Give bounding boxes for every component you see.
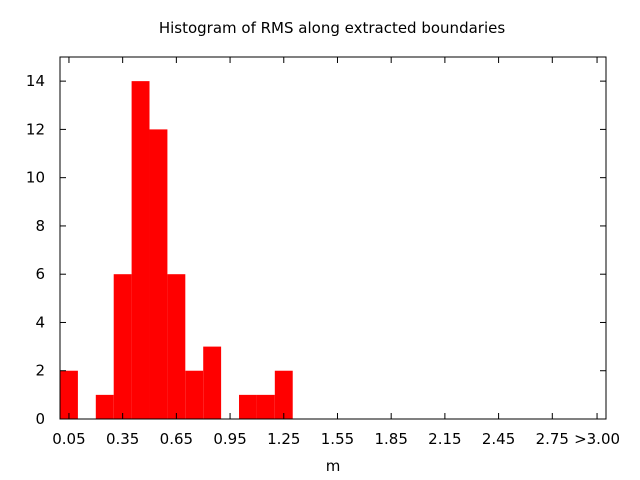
x-tick-label-3: 0.95 [213,430,246,448]
x-tick-label-6: 1.85 [374,430,407,448]
x-tick-label-5: 1.55 [321,430,354,448]
chart-title: Histogram of RMS along extracted boundar… [159,19,506,37]
y-tick-label-2: 4 [35,313,45,331]
x-axis-label: m [326,457,341,475]
plot-frame [59,56,607,420]
histogram-bar-6 [167,274,186,419]
y-tick-label-1: 2 [35,362,45,380]
ticks-group [60,57,606,420]
y-tick-label-5: 10 [26,169,45,187]
x-tick-label-9: 2.75 [536,430,569,448]
y-tick-label-4: 8 [35,217,45,235]
histogram-bar-11 [256,394,275,419]
x-tick-label-8: 2.45 [482,430,515,448]
x-tick-label-0: 0.05 [52,430,85,448]
histogram-bar-0 [60,370,78,419]
x-tick-label-2: 0.65 [160,430,193,448]
x-tick-label-10: >3.00 [574,430,620,448]
histogram-bar-5 [149,129,168,419]
y-tick-label-6: 12 [26,120,45,138]
bars-group [60,81,293,419]
histogram-bar-7 [185,370,204,419]
y-tick-label-7: 14 [26,72,45,90]
histogram-bar-8 [203,346,222,419]
y-tick-label-3: 6 [35,265,45,283]
histogram-bar-4 [131,81,150,419]
y-tick-labels: 0 2 4 6 8 10 12 14 [26,72,45,428]
histogram-bar-3 [113,274,132,419]
histogram-bar-12 [274,370,293,419]
x-tick-label-4: 1.25 [267,430,300,448]
histogram-bar-2 [95,394,114,419]
histogram-bar-10 [239,394,257,419]
x-tick-label-1: 0.35 [106,430,139,448]
x-tick-labels: 0.05 0.35 0.65 0.95 1.25 1.55 1.85 2.15 2.45 2.75… [52,430,620,448]
x-tick-label-7: 2.15 [428,430,461,448]
y-tick-label-0: 0 [35,410,45,428]
